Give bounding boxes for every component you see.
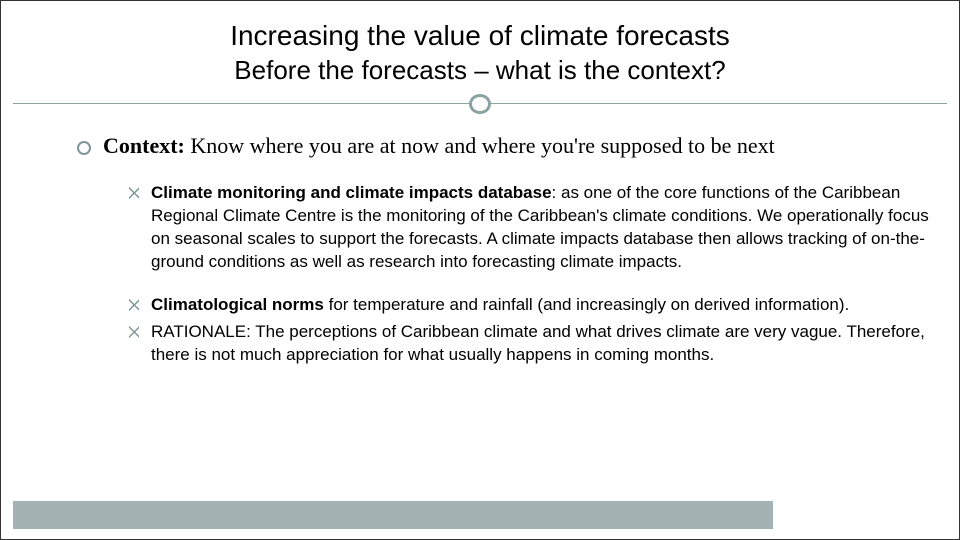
slide-title: Increasing the value of climate forecast… (1, 19, 959, 53)
divider-circle-icon (469, 94, 491, 114)
sub-item: Climate monitoring and climate impacts d… (127, 182, 931, 274)
slide-subtitle: Before the forecasts – what is the conte… (1, 55, 959, 86)
content-area: Context: Know where you are at now and w… (1, 132, 959, 367)
main-bullet-label: Context: (103, 133, 185, 158)
main-bullet-text: Know where you are at now and where you'… (185, 133, 775, 158)
sub-item-text: RATIONALE: The perceptions of Caribbean … (151, 322, 925, 364)
bottom-accent-bar (13, 501, 773, 529)
sub-item-text: for temperature and rainfall (and increa… (324, 295, 849, 314)
slide: Increasing the value of climate forecast… (0, 0, 960, 540)
sub-item: RATIONALE: The perceptions of Caribbean … (127, 321, 931, 367)
sub-bullet-list: Climate monitoring and climate impacts d… (71, 182, 931, 367)
sub-item-bold: Climatological norms (151, 295, 324, 314)
main-bullet: Context: Know where you are at now and w… (71, 132, 931, 161)
sub-item: Climatological norms for temperature and… (127, 294, 931, 317)
sub-item-bold: Climate monitoring and climate impacts d… (151, 183, 552, 202)
divider (13, 92, 947, 116)
